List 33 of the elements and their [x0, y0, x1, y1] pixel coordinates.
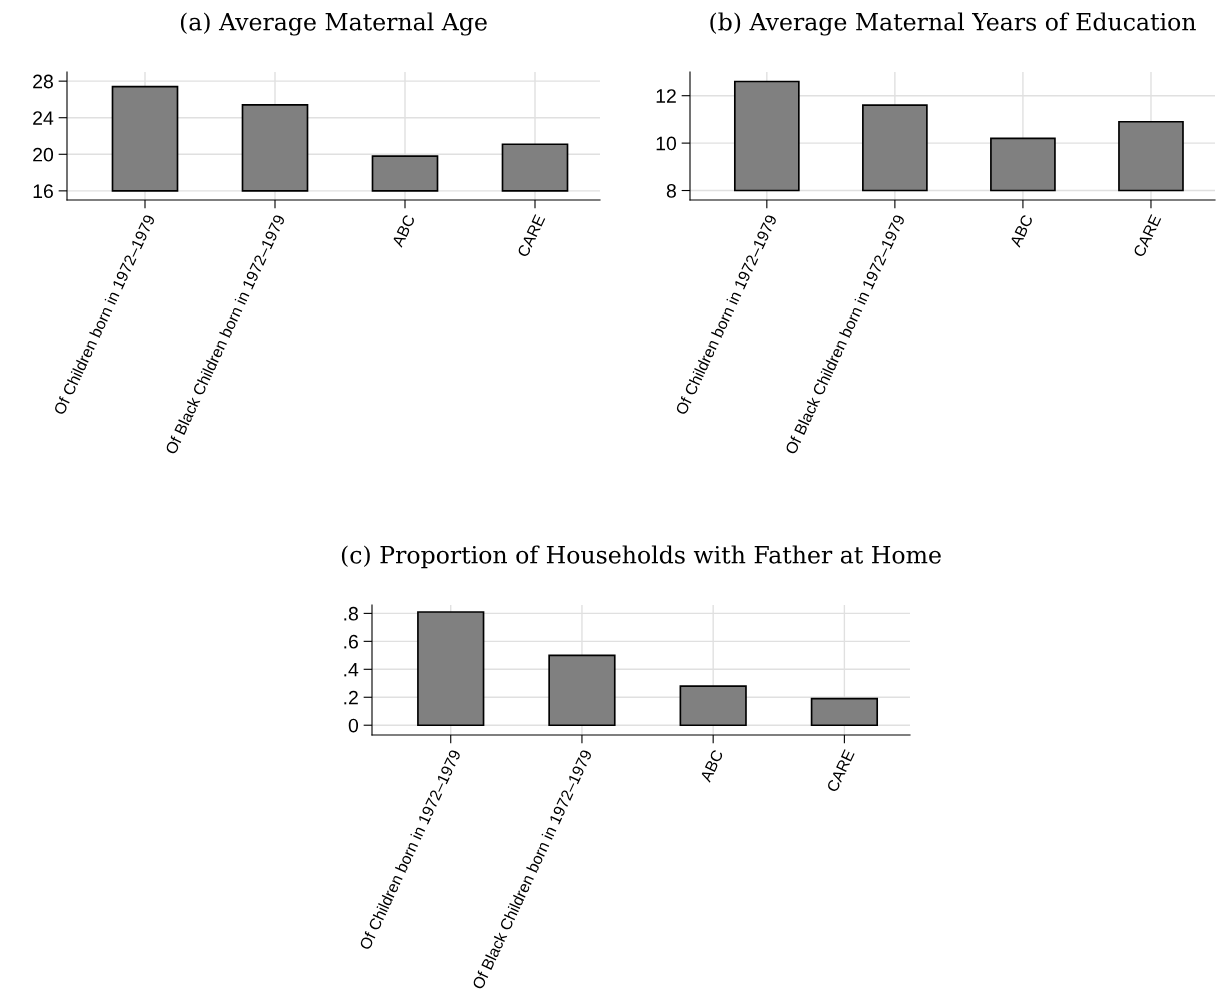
y-tick-label: 16: [33, 184, 53, 199]
bar: [111, 85, 179, 192]
y-tick-label: 10: [656, 136, 677, 151]
chart-title: (c) Proportion of Households with Father at Home: [341, 545, 941, 569]
y-tick-label: 20: [33, 147, 54, 162]
bar: [371, 155, 439, 192]
y-tick-label: .2: [344, 690, 358, 705]
y-tick-label: 28: [33, 74, 53, 89]
y-tick-label: .4: [344, 662, 359, 677]
bar: [810, 697, 879, 727]
chart-title: (a) Average Maternal Age: [180, 12, 487, 36]
bar: [733, 80, 800, 192]
x-tick-label: CARE: [1132, 214, 1162, 258]
y-tick-label: 12: [656, 89, 676, 103]
chart-title: (b) Average Maternal Years of Education: [710, 12, 1196, 36]
bar: [417, 611, 485, 727]
y-tick-label: 0: [348, 718, 359, 733]
x-tick-label: CARE: [826, 749, 855, 793]
y-tick-label: .6: [344, 634, 358, 649]
x-tick-label: CARE: [516, 214, 546, 258]
x-tick-label: ABC: [1009, 213, 1034, 248]
bar: [548, 654, 616, 727]
x-tick-label: ABC: [391, 213, 416, 248]
bar: [1118, 120, 1184, 192]
y-tick-label: 8: [666, 183, 676, 198]
x-tick-label: ABC: [699, 748, 724, 783]
y-tick-label: 24: [33, 111, 54, 125]
bar: [679, 685, 747, 727]
bar: [241, 104, 309, 192]
bar: [862, 104, 928, 192]
y-tick-label: .8: [344, 606, 358, 621]
bar: [990, 137, 1056, 192]
bar: [501, 143, 569, 192]
